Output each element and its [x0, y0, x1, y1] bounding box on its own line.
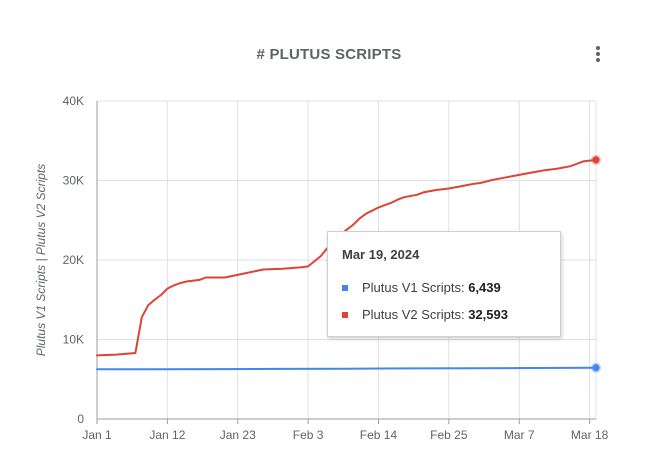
x-tick-label: Mar 18 — [571, 428, 609, 442]
x-tick-label: Feb 14 — [360, 428, 398, 442]
tooltip-value-v1: 6,439 — [468, 280, 501, 295]
more-vert-icon[interactable] — [588, 44, 608, 64]
tooltip-row-v1: Plutus V1 Scripts: 6,439 — [342, 280, 501, 295]
hover-point-v2 — [592, 156, 600, 164]
y-tick-label: 30K — [63, 174, 84, 188]
tooltip-label-v2: Plutus V2 Scripts: — [362, 307, 469, 322]
x-tick-label: Feb 25 — [430, 428, 468, 442]
x-tick-label: Jan 12 — [149, 428, 185, 442]
x-tick-label: Jan 23 — [220, 428, 256, 442]
x-tick-label: Feb 3 — [293, 428, 324, 442]
hover-point-v1 — [592, 364, 600, 372]
y-tick-label: 0 — [77, 412, 84, 426]
y-axis-label: Plutus V1 Scripts | Plutus V2 Scripts — [34, 164, 48, 357]
chart-tooltip: Mar 19, 2024 Plutus V1 Scripts: 6,439 Pl… — [327, 231, 561, 337]
tooltip-label-v1: Plutus V1 Scripts: — [362, 280, 469, 295]
chart-title: # PLUTUS SCRIPTS — [256, 46, 402, 63]
legend-swatch-v2 — [342, 311, 348, 318]
y-tick-label: 10K — [63, 333, 84, 347]
y-tick-label: 40K — [63, 94, 84, 108]
tooltip-row-v2: Plutus V2 Scripts: 32,593 — [342, 307, 508, 322]
series-line-v2 — [96, 158, 597, 357]
x-tick-label: Jan 1 — [82, 428, 112, 442]
tooltip-date: Mar 19, 2024 — [342, 247, 420, 262]
y-tick-label: 20K — [63, 253, 84, 267]
x-tick-label: Mar 7 — [504, 428, 535, 442]
legend-swatch-v1 — [342, 284, 348, 291]
series-line-v1 — [96, 366, 597, 371]
tooltip-value-v2: 32,593 — [468, 307, 508, 322]
